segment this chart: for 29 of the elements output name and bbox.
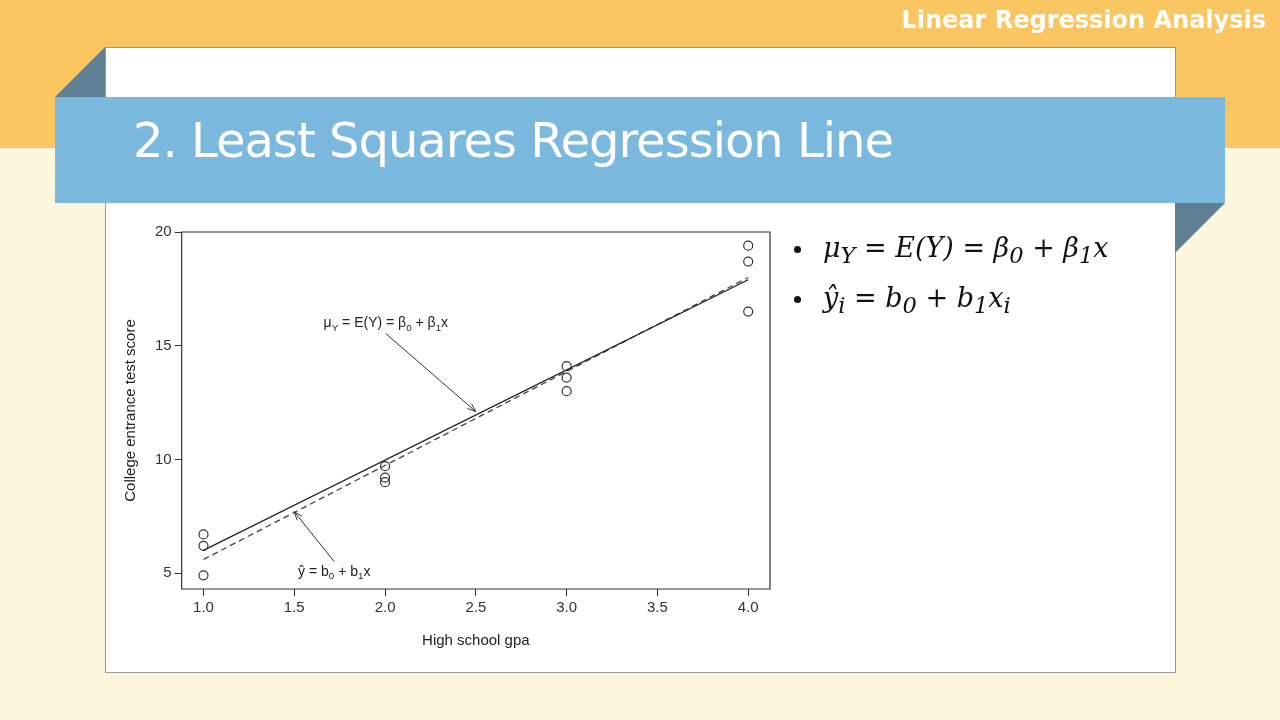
point <box>198 529 209 540</box>
text: μ$_{Y}$ = E(Y) = β$_{0}$ + β$_{1}$x <box>823 232 1109 269</box>
x-tick-label: 1.5 <box>283 598 305 616</box>
point <box>561 361 572 372</box>
point <box>198 540 209 551</box>
point <box>561 386 572 397</box>
y-tick-label: 20 <box>155 222 172 240</box>
point <box>198 570 209 581</box>
point <box>379 461 391 472</box>
x-tick-label: 4.0 <box>737 598 759 616</box>
text: ŷ$_{i}$ = b$_{0}$ + b$_{1}$x$_{i}$ <box>823 282 1011 319</box>
x-tick-label: 2.5 <box>465 598 487 616</box>
x-tick-label: 3.0 <box>556 598 578 616</box>
x-tick-label: 3.5 <box>646 598 668 616</box>
x-tick-label: 1.0 <box>193 598 214 616</box>
y-axis-title: College entrance test score <box>121 319 139 502</box>
point <box>743 306 754 317</box>
point <box>561 372 572 383</box>
point <box>743 240 754 251</box>
x-tick-label: 2.0 <box>374 598 396 616</box>
chart-title: 2. Least Squares Regression Line <box>133 112 894 168</box>
text: Linear Regression Analysis <box>901 6 1266 34</box>
y-tick-label: 5 <box>163 563 172 581</box>
point <box>379 477 391 488</box>
point <box>379 472 391 483</box>
point <box>743 256 754 267</box>
y-tick-label: 15 <box>155 335 172 353</box>
y-tick-label: 10 <box>155 449 172 467</box>
x-axis-title: High school gpa <box>422 631 531 649</box>
